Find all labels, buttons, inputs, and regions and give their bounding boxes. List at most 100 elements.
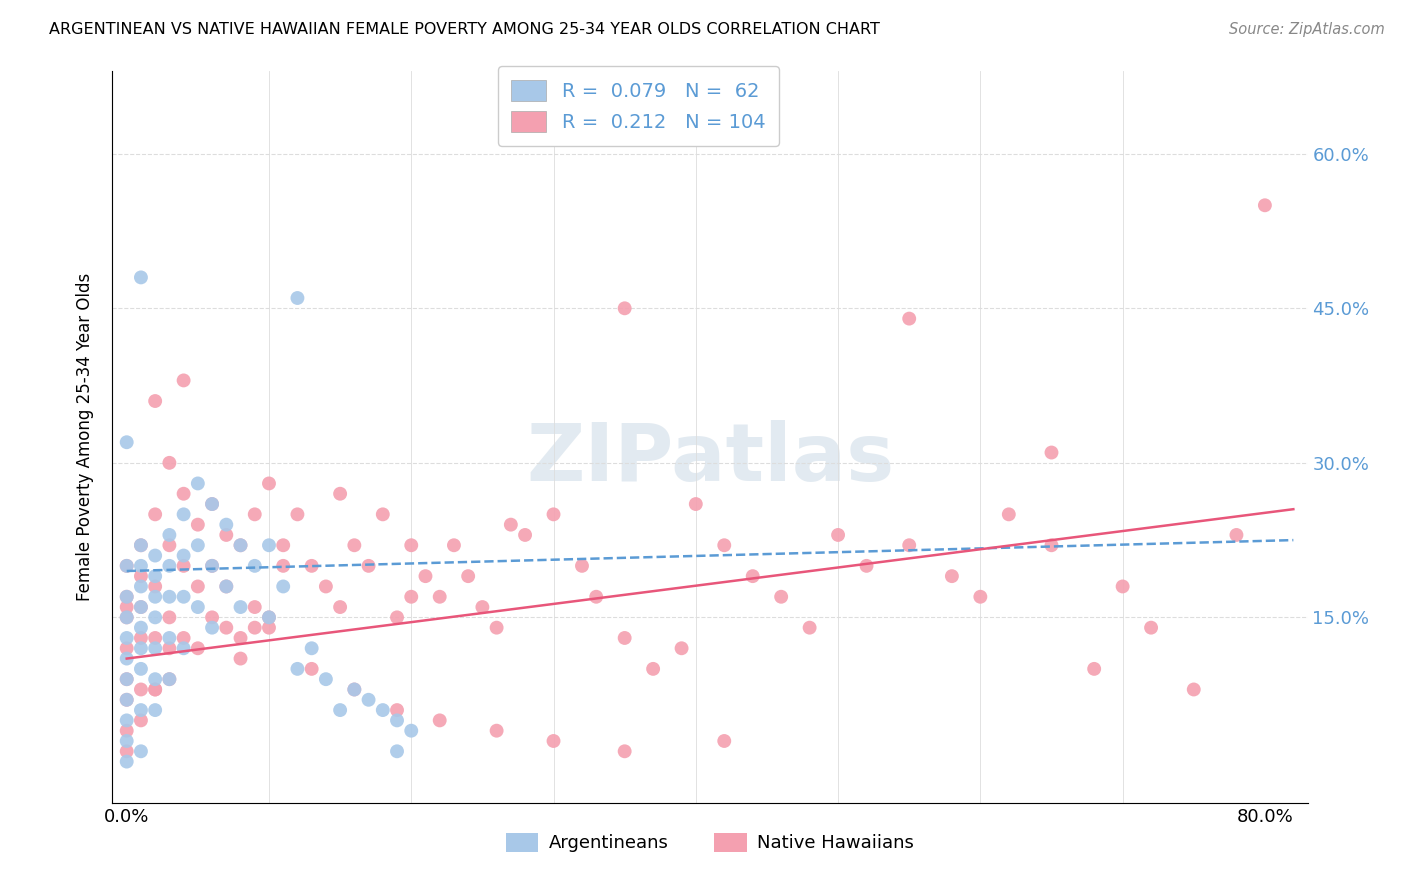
Text: ARGENTINEAN VS NATIVE HAWAIIAN FEMALE POVERTY AMONG 25-34 YEAR OLDS CORRELATION : ARGENTINEAN VS NATIVE HAWAIIAN FEMALE PO… bbox=[49, 22, 880, 37]
Point bbox=[157, 631, 180, 645]
Point bbox=[115, 693, 138, 707]
Point bbox=[201, 497, 224, 511]
Point bbox=[143, 394, 166, 409]
Point bbox=[201, 558, 224, 573]
Point bbox=[215, 517, 238, 532]
Point bbox=[271, 579, 294, 593]
Point bbox=[643, 662, 665, 676]
Point bbox=[457, 569, 479, 583]
Point bbox=[143, 631, 166, 645]
Point bbox=[357, 693, 380, 707]
Point bbox=[271, 538, 294, 552]
Point bbox=[301, 641, 323, 656]
Point bbox=[401, 538, 423, 552]
Point bbox=[143, 672, 166, 686]
Point bbox=[243, 558, 266, 573]
Point bbox=[187, 476, 209, 491]
Point bbox=[613, 744, 636, 758]
Point bbox=[215, 579, 238, 593]
Point bbox=[215, 528, 238, 542]
Point bbox=[343, 682, 366, 697]
Point bbox=[129, 631, 152, 645]
Point bbox=[143, 590, 166, 604]
Point bbox=[157, 672, 180, 686]
Point bbox=[201, 558, 224, 573]
Point bbox=[115, 714, 138, 728]
Point bbox=[257, 538, 280, 552]
Point bbox=[401, 723, 423, 738]
Point bbox=[201, 497, 224, 511]
Point bbox=[1225, 528, 1247, 542]
Point bbox=[143, 508, 166, 522]
Point bbox=[499, 517, 522, 532]
Point bbox=[129, 621, 152, 635]
Point bbox=[157, 538, 180, 552]
Point bbox=[799, 621, 821, 635]
Point bbox=[287, 508, 309, 522]
Point bbox=[115, 610, 138, 624]
Point bbox=[157, 456, 180, 470]
Point bbox=[257, 610, 280, 624]
Point bbox=[115, 734, 138, 748]
Point bbox=[741, 569, 763, 583]
Point bbox=[115, 558, 138, 573]
Point bbox=[115, 610, 138, 624]
Point bbox=[187, 600, 209, 615]
Point bbox=[329, 600, 352, 615]
Point bbox=[371, 508, 394, 522]
Point bbox=[173, 641, 195, 656]
Point bbox=[770, 590, 793, 604]
Point bbox=[1111, 579, 1133, 593]
Point bbox=[229, 538, 252, 552]
Point bbox=[115, 590, 138, 604]
Point bbox=[429, 590, 451, 604]
Point bbox=[157, 590, 180, 604]
Point bbox=[415, 569, 437, 583]
Y-axis label: Female Poverty Among 25-34 Year Olds: Female Poverty Among 25-34 Year Olds bbox=[76, 273, 94, 601]
Point bbox=[898, 311, 921, 326]
Point bbox=[187, 538, 209, 552]
Text: Source: ZipAtlas.com: Source: ZipAtlas.com bbox=[1229, 22, 1385, 37]
Point bbox=[115, 693, 138, 707]
Point bbox=[129, 569, 152, 583]
Point bbox=[513, 528, 536, 542]
Point bbox=[257, 621, 280, 635]
Point bbox=[671, 641, 693, 656]
Point bbox=[613, 631, 636, 645]
Point bbox=[301, 662, 323, 676]
Point bbox=[243, 621, 266, 635]
Point bbox=[143, 549, 166, 563]
Point bbox=[129, 270, 152, 285]
Point bbox=[371, 703, 394, 717]
Point bbox=[343, 682, 366, 697]
Point bbox=[143, 682, 166, 697]
Point bbox=[187, 579, 209, 593]
Point bbox=[115, 723, 138, 738]
Point bbox=[329, 703, 352, 717]
Point bbox=[827, 528, 849, 542]
Point bbox=[357, 558, 380, 573]
Point bbox=[143, 610, 166, 624]
Point bbox=[385, 703, 408, 717]
Point bbox=[543, 508, 565, 522]
Point bbox=[215, 621, 238, 635]
Point bbox=[329, 487, 352, 501]
Point bbox=[301, 558, 323, 573]
Point bbox=[157, 528, 180, 542]
Point bbox=[315, 672, 337, 686]
Point bbox=[129, 714, 152, 728]
Point bbox=[173, 373, 195, 387]
Point bbox=[157, 641, 180, 656]
Point bbox=[129, 538, 152, 552]
Point bbox=[1254, 198, 1277, 212]
Point bbox=[998, 508, 1021, 522]
Point bbox=[129, 600, 152, 615]
Point bbox=[855, 558, 877, 573]
Point bbox=[1040, 538, 1063, 552]
Point bbox=[215, 579, 238, 593]
Point bbox=[1083, 662, 1105, 676]
Point bbox=[257, 476, 280, 491]
Point bbox=[485, 723, 508, 738]
Point bbox=[229, 600, 252, 615]
Point bbox=[271, 558, 294, 573]
